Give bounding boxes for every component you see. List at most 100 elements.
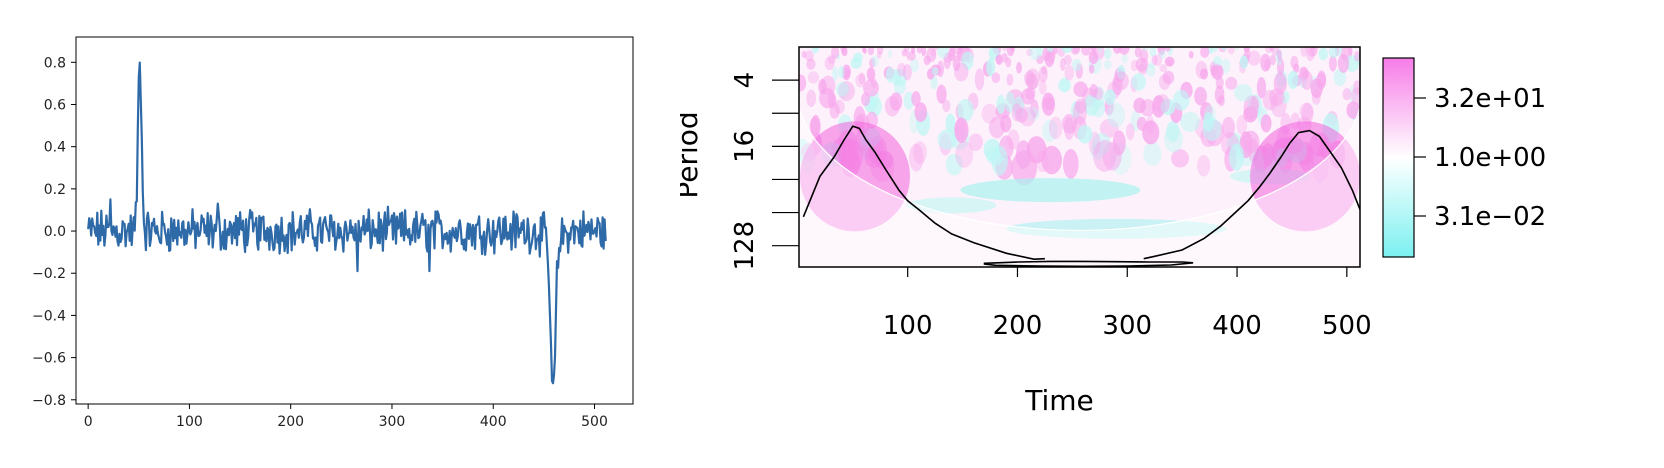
high-power-cell — [1052, 47, 1059, 55]
high-power-cell — [1256, 76, 1267, 99]
high-power-cell — [1137, 63, 1148, 75]
high-power-cell — [923, 55, 931, 66]
high-power-cell — [858, 72, 866, 85]
high-power-cell — [1152, 95, 1166, 118]
high-power-cell — [908, 143, 924, 172]
high-power-cell — [1059, 57, 1066, 71]
high-power-cell — [1352, 80, 1360, 95]
colorbar-tick-label: 1.0e+00 — [1434, 143, 1546, 173]
x-tick-label: 400 — [480, 414, 507, 430]
high-power-cell — [1090, 47, 1097, 52]
low-power-cell — [1172, 89, 1190, 111]
high-power-cell — [914, 102, 928, 122]
high-power-cell — [807, 71, 820, 84]
high-power-cell — [1064, 65, 1075, 81]
high-power-cell — [842, 64, 851, 79]
high-power-cell — [1089, 83, 1098, 98]
low-power-cell — [885, 66, 895, 83]
low-power-cell — [1348, 85, 1357, 105]
high-power-cell — [861, 47, 866, 53]
x-tick-label: 100 — [176, 414, 203, 430]
low-power-cell — [1029, 47, 1042, 60]
low-power-cell — [1025, 107, 1040, 122]
low-power-cell — [1104, 89, 1116, 105]
high-power-cell — [1093, 140, 1117, 172]
low-power-cell — [1202, 117, 1222, 142]
y-tick-label: −0.4 — [32, 308, 66, 324]
high-power-cell — [948, 47, 956, 61]
high-power-cell — [1112, 75, 1123, 96]
low-power-cell — [1061, 47, 1073, 53]
high-power-cell — [968, 133, 984, 152]
high-power-cell — [1044, 49, 1055, 68]
high-power-cell — [1151, 55, 1158, 66]
low-power-cell — [945, 113, 956, 133]
low-power-cell — [1103, 59, 1112, 70]
high-power-cell — [954, 117, 969, 143]
low-power-cell — [838, 65, 845, 79]
coi-boundary — [799, 106, 1360, 231]
x-tick-label: 400 — [1212, 311, 1262, 341]
high-power-cell — [1135, 57, 1149, 72]
low-power-cell — [1047, 47, 1054, 53]
low-power-cell — [1277, 57, 1283, 66]
high-power-cell — [1263, 59, 1271, 71]
high-power-cell — [1139, 99, 1156, 117]
signal-line — [87, 61, 607, 385]
low-power-cell — [957, 98, 974, 122]
high-power-cell — [1301, 70, 1313, 90]
low-power-cell — [1121, 54, 1128, 64]
high-power-cell — [1221, 116, 1235, 139]
high-power-cell — [958, 47, 963, 52]
high-power-cell — [1088, 50, 1099, 65]
x-tick-label: 200 — [277, 414, 304, 430]
high-power-cell — [911, 91, 921, 107]
low-power-cell — [961, 51, 974, 71]
high-power-cell — [1290, 55, 1299, 69]
high-power-cell — [1002, 47, 1007, 52]
high-power-cell — [991, 72, 1001, 84]
low-power-cell — [986, 58, 996, 77]
y-tick-label: 0.8 — [44, 55, 66, 71]
y-tick-label: 16 — [730, 130, 760, 163]
x-tick-label: 500 — [1322, 311, 1372, 341]
low-power-cell — [1210, 47, 1219, 53]
high-power-cell — [1194, 86, 1207, 106]
low-power-cell — [1221, 58, 1231, 74]
low-power-cell — [930, 76, 938, 90]
low-power-cell — [996, 94, 1006, 114]
high-power-cell — [1026, 136, 1047, 164]
high-power-cell — [884, 95, 900, 117]
high-power-cell — [1063, 54, 1072, 66]
high-power-cell — [1112, 47, 1122, 54]
low-power-cell — [1333, 69, 1347, 87]
colorbar-tick-label: 3.1e−02 — [1434, 202, 1546, 232]
low-power-cell — [888, 50, 892, 58]
low-power-cell — [1077, 125, 1093, 144]
high-power-cell — [1171, 149, 1190, 168]
high-power-cell — [1276, 57, 1285, 76]
high-power-cell — [1154, 94, 1170, 114]
high-power-cell — [936, 84, 947, 104]
high-power-cell — [1043, 96, 1055, 111]
high-power-cell — [1310, 47, 1316, 51]
high-power-cell — [1236, 115, 1248, 135]
low-power-cell — [1143, 141, 1162, 166]
high-power-cell — [937, 60, 945, 78]
high-power-cell — [906, 51, 916, 61]
high-power-cell — [1099, 118, 1119, 138]
high-power-cell — [1260, 53, 1271, 72]
low-power-cell — [894, 68, 907, 87]
low-power-cell — [1160, 98, 1176, 116]
low-power-cell — [1145, 63, 1156, 77]
high-power-cell — [1030, 99, 1039, 118]
high-power-cell — [1062, 148, 1079, 179]
high-power-cell — [1225, 76, 1238, 90]
low-power-cell — [871, 55, 879, 67]
high-power-cell — [1268, 88, 1285, 106]
low-power-cell — [1149, 61, 1154, 70]
high-power-cell — [1041, 145, 1062, 175]
high-power-cell — [1125, 123, 1135, 141]
low-power-cell — [1098, 47, 1103, 53]
x-tick-label: 300 — [1102, 311, 1152, 341]
